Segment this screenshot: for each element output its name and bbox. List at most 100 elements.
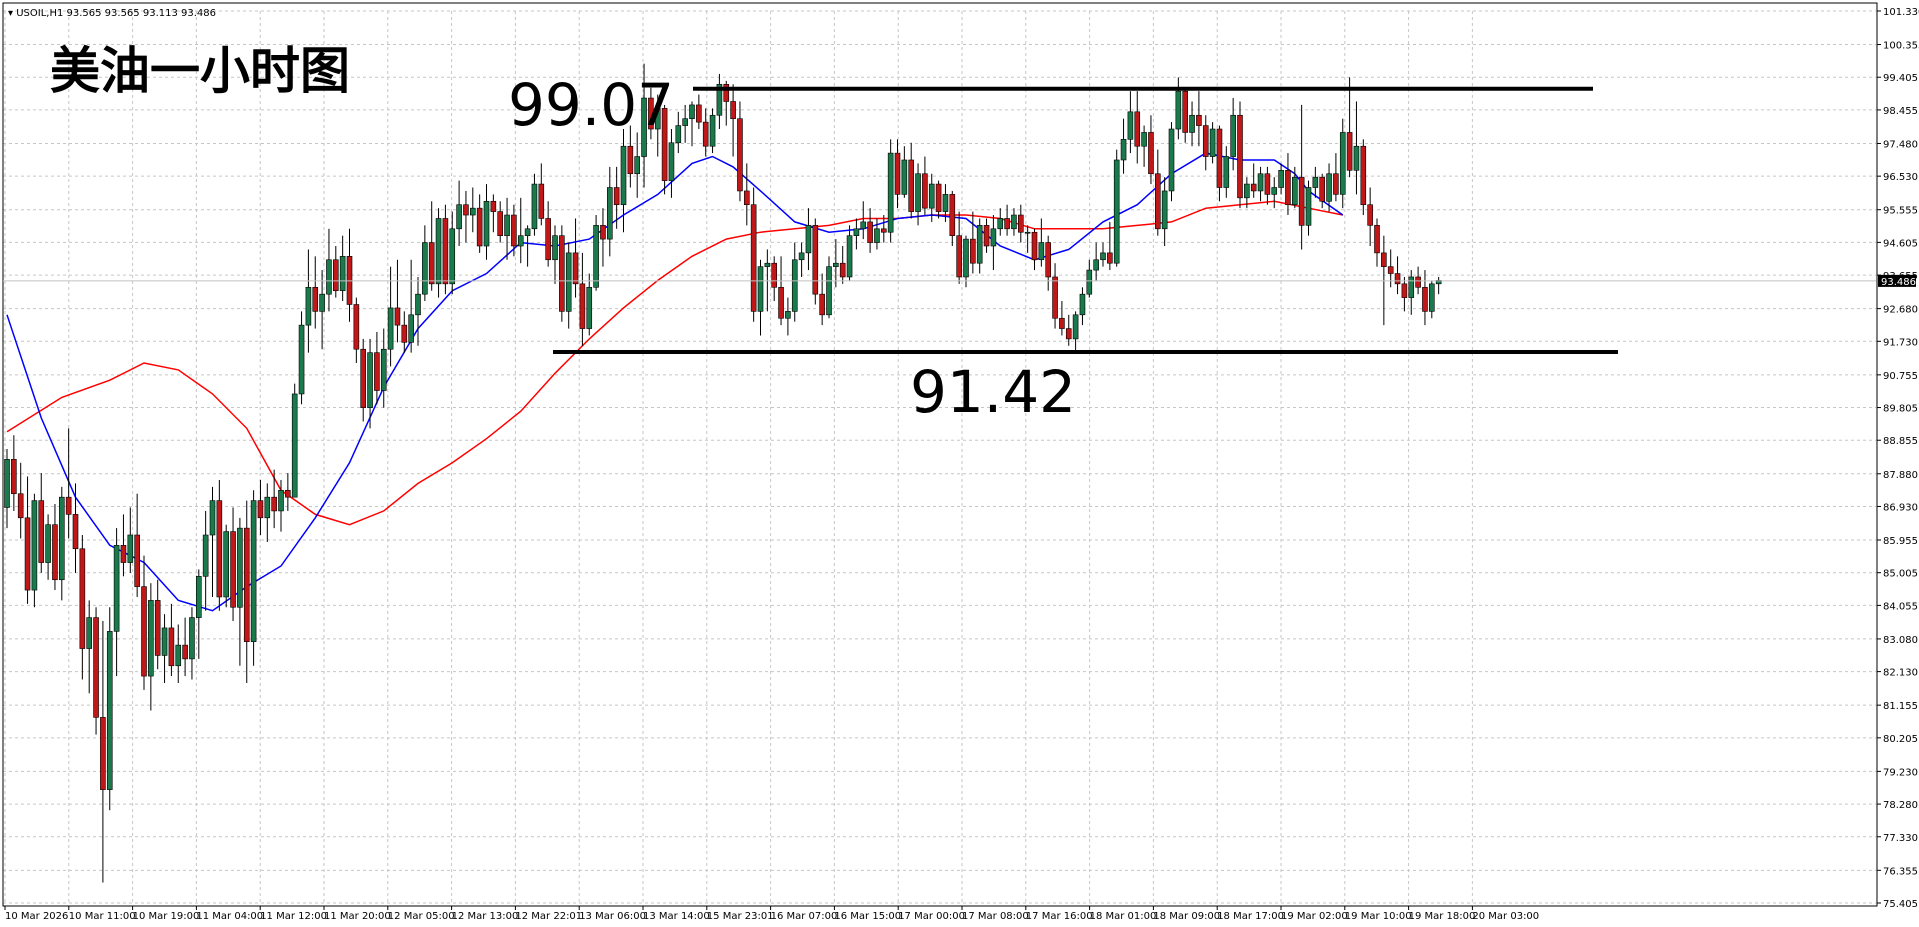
candle-body: [1394, 273, 1401, 285]
candle-bear: [1319, 173, 1325, 209]
candle-bear: [935, 180, 942, 219]
candle-body: [1264, 173, 1271, 195]
candle-bull: [319, 270, 325, 350]
candle-bull: [127, 507, 134, 573]
y-tick-label: 94.605: [1883, 238, 1918, 249]
candle-body: [1052, 276, 1058, 319]
last-price-label: 93.486: [1881, 277, 1916, 288]
y-tick-label: 87.880: [1883, 470, 1918, 481]
candle-body: [196, 576, 202, 618]
y-tick-label: 85.955: [1883, 536, 1918, 547]
candle-bear: [1264, 166, 1271, 205]
candle-body: [922, 173, 928, 209]
x-tick-label: 10 Mar 2026: [5, 911, 68, 922]
candle-bull: [928, 173, 935, 222]
x-tick-label: 19 Mar 18:00: [1409, 911, 1476, 922]
x-tick-label: 13 Mar 14:00: [643, 911, 710, 922]
last-price-marker: 93.486: [3, 274, 1916, 288]
candle-body: [326, 259, 332, 295]
candle-bull: [278, 479, 284, 532]
candle-bear: [983, 218, 990, 253]
candle-body: [1004, 218, 1010, 230]
candle-body: [839, 262, 846, 278]
candle-body: [387, 307, 394, 350]
candle-bull: [1429, 280, 1435, 319]
y-tick-label: 92.680: [1883, 305, 1918, 316]
candle-bull: [1312, 166, 1319, 198]
candle-bull: [380, 328, 387, 408]
candle-body: [1175, 90, 1182, 130]
candle-bull: [805, 208, 812, 271]
candle-bull: [250, 490, 257, 666]
candle-body: [949, 194, 956, 236]
x-tick-label: 12 Mar 13:00: [452, 911, 519, 922]
candle-body: [394, 307, 401, 326]
candle-bull: [415, 276, 421, 346]
candle-bear: [401, 311, 408, 353]
candle-body: [1257, 173, 1264, 192]
candle-bull: [1244, 177, 1250, 209]
support-label: 91.42: [910, 358, 1076, 426]
candle-bear: [908, 142, 915, 219]
candle-bear: [442, 204, 449, 295]
candle-bull: [915, 163, 921, 226]
candle-bear: [1346, 77, 1353, 178]
candle-body: [1292, 176, 1298, 206]
candle-bull: [689, 101, 695, 147]
x-tick-label: 18 Mar 01:00: [1090, 911, 1157, 922]
candle-body: [58, 496, 65, 581]
candle-bear: [490, 194, 497, 233]
candle-body: [353, 304, 360, 350]
candle-bull: [223, 524, 229, 608]
x-tick-label: 12 Mar 05:00: [388, 911, 455, 922]
candle-bull: [1223, 146, 1230, 198]
candle-body: [613, 187, 620, 206]
candle-body: [511, 214, 517, 247]
candle-bear: [1196, 91, 1202, 147]
candle-bull: [58, 486, 65, 601]
candle-bear: [394, 259, 401, 343]
candle-body: [31, 500, 38, 591]
candle-body: [1120, 139, 1127, 161]
y-tick-label: 77.330: [1883, 833, 1918, 844]
candle-body: [675, 125, 682, 144]
candle-body: [1422, 286, 1428, 312]
candle-body: [696, 104, 702, 123]
candle-body: [1024, 231, 1031, 234]
candle-bear: [1298, 104, 1305, 250]
candle-body: [833, 262, 839, 267]
candle-bull: [524, 225, 531, 267]
candle-body: [1155, 173, 1161, 230]
candle-body: [1107, 252, 1113, 264]
candle-bull: [798, 242, 805, 277]
candle-bear: [545, 201, 551, 267]
candle-body: [408, 314, 414, 343]
candle-bull: [826, 256, 832, 319]
candle-body: [1360, 145, 1367, 206]
candle-body: [1305, 187, 1312, 226]
candle-bear: [230, 507, 236, 622]
candle-bull: [791, 242, 798, 322]
candle-bull: [1079, 287, 1086, 326]
candle-body: [702, 121, 709, 147]
candle-body: [1278, 170, 1284, 188]
candle-body: [1244, 183, 1250, 199]
candle-body: [716, 83, 723, 116]
candle-body: [380, 348, 387, 391]
plot-frame: [2, 2, 1878, 907]
candle-bull: [106, 607, 113, 811]
candle-body: [846, 235, 853, 278]
candle-body: [764, 262, 771, 267]
candle-bull: [1278, 163, 1284, 195]
candle-body: [579, 283, 586, 329]
candle-body: [517, 235, 524, 247]
candle-body: [1209, 128, 1216, 157]
candle-body: [463, 204, 469, 216]
candle-body: [1086, 269, 1093, 295]
candle-body: [223, 531, 229, 598]
candle-body: [1100, 252, 1106, 261]
candle-bull: [1292, 166, 1298, 209]
candle-body: [209, 500, 216, 536]
